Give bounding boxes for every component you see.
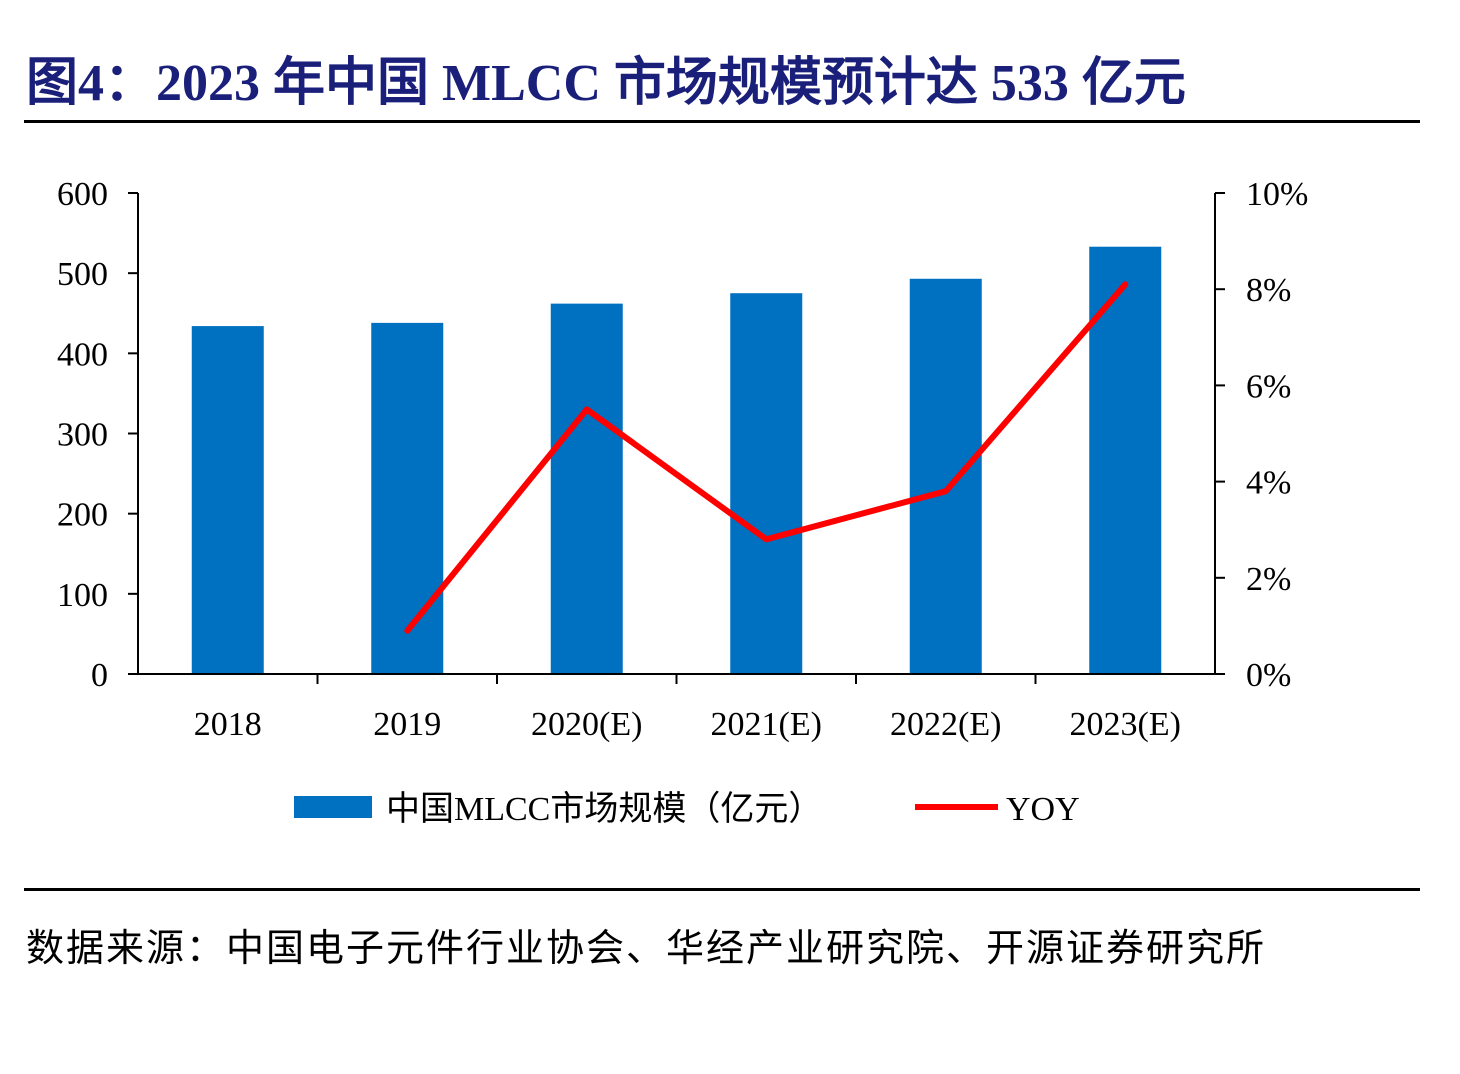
left-tick-label: 500 (57, 256, 108, 293)
right-tick-label: 6% (1246, 368, 1291, 405)
x-tick-label: 2020(E) (531, 706, 642, 743)
x-tick-label: 2022(E) (890, 706, 1001, 743)
bottom-divider (24, 888, 1420, 891)
right-tick-label: 8% (1246, 272, 1291, 309)
yoy-line (404, 281, 1129, 634)
x-tick-label: 2019 (373, 706, 441, 743)
chart: 0 100 200 300 400 500 600 0% 2% 4% 6% 8% 10% 2018 2019… (57, 176, 1308, 828)
axes: 0 100 200 300 400 500 600 0% 2% 4% 6% 8% 10% 2018 2019… (57, 176, 1308, 743)
right-tick-label: 4% (1246, 465, 1291, 502)
left-tick-label: 100 (57, 577, 108, 614)
bar-2019 (371, 322, 444, 674)
source-note: 数据来源：中国电子元件行业协会、华经产业研究院、开源证券研究所 (26, 926, 1267, 970)
x-tick-label: 2023(E) (1070, 706, 1181, 743)
bar-2020(E) (550, 303, 623, 674)
legend-bar-label: 中国MLCC市场规模（亿元） (386, 790, 822, 828)
left-tick-label: 0 (91, 657, 108, 694)
left-tick-label: 600 (57, 176, 108, 213)
bar-2018 (191, 326, 264, 674)
bar-2021(E) (730, 293, 803, 674)
x-tick-label: 2018 (194, 706, 262, 743)
left-tick-label: 300 (57, 417, 108, 454)
bar-2023(E) (1089, 246, 1162, 674)
left-tick-label: 200 (57, 497, 108, 534)
left-tick-label: 400 (57, 336, 108, 373)
right-tick-label: 0% (1246, 657, 1291, 694)
x-tick-label: 2021(E) (711, 706, 822, 743)
legend-line-label: YOY (1006, 791, 1080, 828)
yoy-series (404, 281, 1129, 634)
right-tick-label: 10% (1246, 176, 1308, 213)
right-tick-label: 2% (1246, 561, 1291, 598)
legend: 中国MLCC市场规模（亿元） YOY (294, 790, 1080, 828)
page-title: 图4：2023 年中国 MLCC 市场规模预计达 533 亿元 (26, 55, 1186, 112)
legend-bar-swatch (294, 796, 372, 818)
bar-series (191, 246, 1162, 674)
top-divider (24, 120, 1420, 123)
bar-2022(E) (909, 278, 982, 674)
